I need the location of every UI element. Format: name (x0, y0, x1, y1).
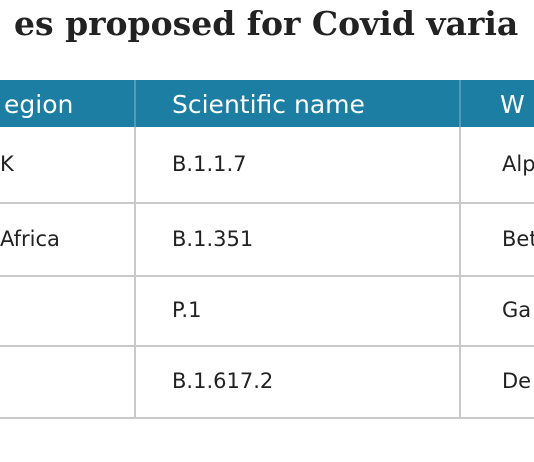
column-divider (134, 127, 136, 418)
table-cell: Bet (502, 226, 534, 251)
header-cell: egion (4, 90, 74, 119)
table-cell: De (502, 369, 532, 393)
table-cell: Alp (502, 152, 534, 176)
table-cell: Africa (0, 226, 60, 251)
column-divider (459, 127, 461, 418)
row-divider (0, 417, 534, 419)
header-cell: W (500, 90, 525, 119)
table-cell: K (0, 152, 14, 176)
row-divider (0, 202, 534, 204)
row-divider (0, 275, 534, 277)
row-divider (0, 345, 534, 347)
header-cell: Scientific name (172, 90, 365, 119)
table-cell: B.1.1.7 (172, 152, 247, 176)
title: es proposed for Covid varia (14, 4, 519, 43)
header-divider (134, 80, 136, 127)
table-cell: Ga (502, 298, 532, 322)
table-header (0, 80, 534, 127)
table-cell: P.1 (172, 298, 202, 322)
table-cell: B.1.617.2 (172, 369, 274, 393)
header-divider (459, 80, 461, 127)
table-cell: B.1.351 (172, 226, 254, 251)
